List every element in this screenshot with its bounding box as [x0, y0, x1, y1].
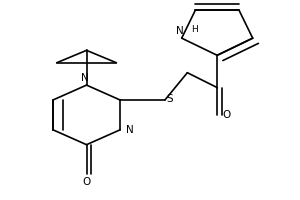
Text: N: N	[176, 26, 184, 36]
Text: H: H	[191, 25, 198, 34]
Text: N: N	[126, 125, 134, 135]
Text: O: O	[223, 110, 231, 120]
Text: S: S	[167, 94, 173, 104]
Text: N: N	[81, 73, 88, 83]
Text: O: O	[82, 177, 91, 187]
